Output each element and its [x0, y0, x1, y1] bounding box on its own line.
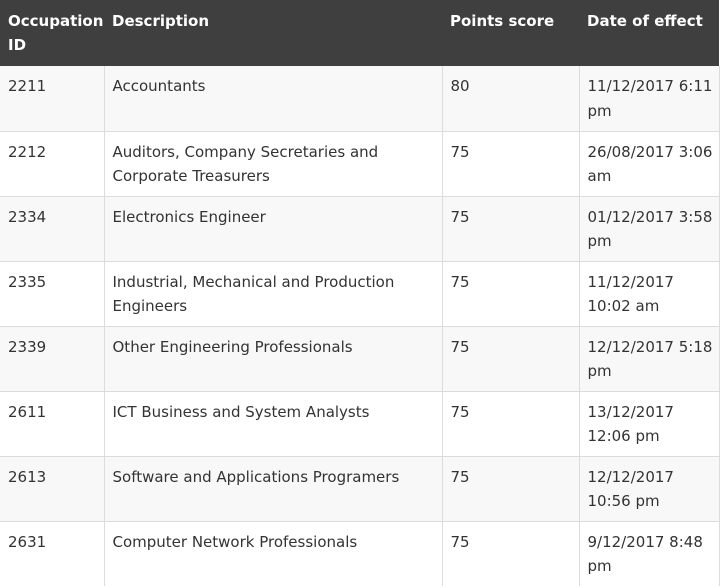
cell-points-score: 75 — [441, 456, 580, 522]
header-occupation-id: Occupation ID — [8, 12, 104, 54]
table-row: 2334 Electronics Engineer 75 01/12/2017 … — [0, 196, 720, 262]
cell-occupation-id: 2339 — [0, 326, 105, 392]
header-date-of-effect: Date of effect — [587, 12, 703, 30]
cell-date-of-effect: 26/08/2017 3:06 am — [578, 131, 720, 197]
table-body: 2211 Accountants 80 11/12/2017 6:11 pm 2… — [0, 66, 720, 586]
cell-occupation-id: 2611 — [0, 391, 105, 457]
cell-description: Computer Network Professionals — [103, 521, 443, 586]
cell-points-score: 75 — [441, 196, 580, 262]
cell-points-score: 80 — [441, 66, 580, 132]
table-row: 2339 Other Engineering Professionals 75 … — [0, 326, 720, 392]
cell-occupation-id: 2613 — [0, 456, 105, 522]
table-row: 2613 Software and Applications Programer… — [0, 456, 720, 522]
header-points-score: Points score — [450, 12, 555, 30]
table-row: 2611 ICT Business and System Analysts 75… — [0, 391, 720, 457]
header-row: Occupation ID Description Points score D… — [0, 0, 719, 66]
table-row: 2211 Accountants 80 11/12/2017 6:11 pm — [0, 66, 720, 132]
cell-points-score: 75 — [441, 131, 580, 197]
cell-occupation-id: 2212 — [0, 131, 105, 197]
cell-date-of-effect: 12/12/2017 10:56 pm — [578, 456, 720, 522]
table-header: Occupation ID Description Points score D… — [0, 0, 719, 66]
cell-description: Other Engineering Professionals — [103, 326, 443, 392]
cell-description: Industrial, Mechanical and Production En… — [103, 261, 443, 327]
cell-description: Electronics Engineer — [103, 196, 443, 262]
cell-description: Auditors, Company Secretaries and Corpor… — [103, 131, 443, 197]
cell-description: ICT Business and System Analysts — [103, 391, 443, 457]
table-row: 2212 Auditors, Company Secretaries and C… — [0, 131, 720, 197]
table-row: 2631 Computer Network Professionals 75 9… — [0, 521, 720, 586]
cell-points-score: 75 — [441, 326, 580, 392]
cell-description: Software and Applications Programers — [103, 456, 443, 522]
table-row: 2335 Industrial, Mechanical and Producti… — [0, 261, 720, 327]
cell-points-score: 75 — [441, 521, 580, 586]
cell-date-of-effect: 9/12/2017 8:48 pm — [578, 521, 720, 586]
cell-occupation-id: 2335 — [0, 261, 105, 327]
cell-occupation-id: 2211 — [0, 66, 105, 132]
cell-date-of-effect: 01/12/2017 3:58 pm — [578, 196, 720, 262]
header-description: Description — [112, 12, 210, 30]
cell-occupation-id: 2631 — [0, 521, 105, 586]
cell-occupation-id: 2334 — [0, 196, 105, 262]
cell-description: Accountants — [103, 66, 443, 132]
cell-points-score: 75 — [441, 391, 580, 457]
cell-points-score: 75 — [441, 261, 580, 327]
cell-date-of-effect: 13/12/2017 12:06 pm — [578, 391, 720, 457]
cell-date-of-effect: 11/12/2017 10:02 am — [578, 261, 720, 327]
cell-date-of-effect: 11/12/2017 6:11 pm — [578, 66, 720, 132]
cell-date-of-effect: 12/12/2017 5:18 pm — [578, 326, 720, 392]
